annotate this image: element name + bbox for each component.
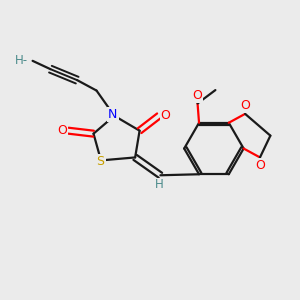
Text: H: H [154,178,163,191]
Text: O: O [57,124,67,137]
Text: O: O [240,99,250,112]
Text: O: O [255,159,265,172]
Text: S: S [96,155,104,168]
Text: H-: H- [15,54,28,67]
Text: O: O [160,109,170,122]
Text: N: N [108,108,118,121]
Text: O: O [193,88,202,102]
